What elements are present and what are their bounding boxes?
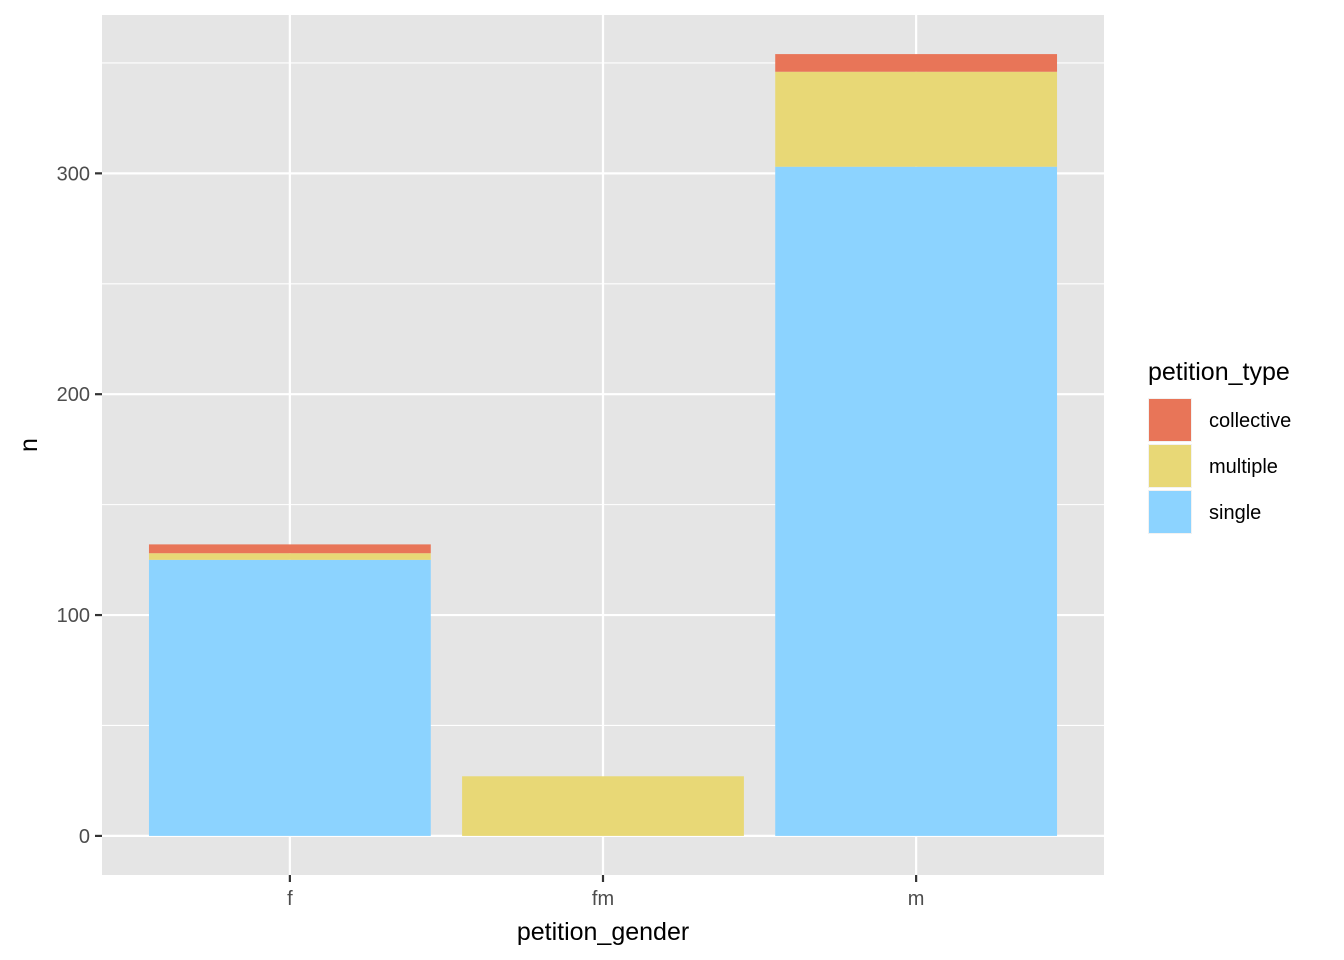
legend-label-single: single bbox=[1209, 502, 1261, 524]
legend-key-collective bbox=[1149, 399, 1191, 441]
y-axis: 0 100 200 300 bbox=[57, 163, 102, 848]
bar-segment-f-multiple bbox=[148, 553, 431, 560]
bar-segment-f-collective bbox=[148, 544, 431, 554]
legend-key-multiple bbox=[1149, 445, 1191, 487]
bar-segment-m-single bbox=[775, 166, 1058, 836]
legend-label-collective: collective bbox=[1209, 410, 1291, 432]
x-tick-label: fm bbox=[592, 888, 614, 910]
x-tick-label: f bbox=[287, 888, 293, 910]
bar-segment-f-single bbox=[148, 559, 431, 836]
legend-label-multiple: multiple bbox=[1209, 456, 1278, 478]
y-tick-label: 0 bbox=[79, 826, 90, 848]
legend-title: petition_type bbox=[1148, 358, 1290, 386]
bar-segment-fm-multiple bbox=[462, 776, 744, 836]
y-tick-label: 100 bbox=[57, 605, 90, 627]
y-tick-label: 200 bbox=[57, 384, 90, 406]
bar-segment-m-multiple bbox=[775, 71, 1058, 167]
x-axis-title: petition_gender bbox=[517, 918, 689, 946]
bar-segment-m-collective bbox=[775, 54, 1058, 72]
x-tick-label: m bbox=[908, 888, 925, 910]
y-tick-label: 300 bbox=[57, 163, 90, 185]
x-axis: f fm m bbox=[287, 875, 924, 910]
legend-key-single bbox=[1149, 491, 1191, 533]
bars bbox=[148, 54, 1058, 836]
y-axis-title: n bbox=[15, 438, 43, 452]
legend: petition_type collective multiple single bbox=[1148, 358, 1291, 534]
legend-items: collective multiple single bbox=[1148, 398, 1291, 534]
